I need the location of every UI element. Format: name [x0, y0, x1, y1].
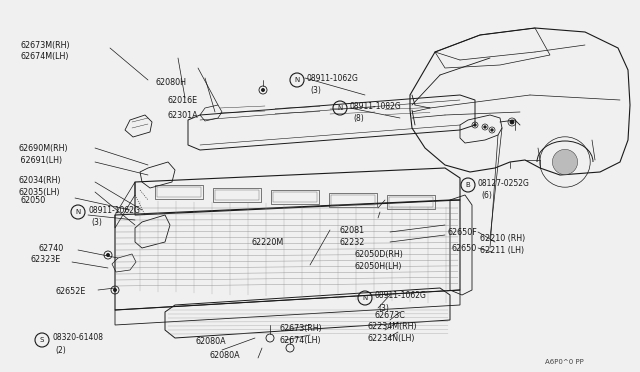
Text: 08911-1062G: 08911-1062G [88, 205, 140, 215]
Circle shape [484, 126, 486, 128]
Text: 62080H: 62080H [155, 77, 186, 87]
Text: 62652E: 62652E [55, 288, 85, 296]
Text: 62080A: 62080A [195, 337, 226, 346]
Text: 62234M(RH): 62234M(RH) [368, 323, 418, 331]
Text: 62690M(RH): 62690M(RH) [18, 144, 68, 153]
Text: (6): (6) [481, 190, 492, 199]
Text: 62016E: 62016E [168, 96, 198, 105]
Text: N: N [76, 209, 81, 215]
Bar [271, 190, 319, 204]
Bar [329, 192, 377, 206]
Bar [273, 192, 317, 202]
Bar [155, 185, 203, 199]
Text: N: N [294, 77, 300, 83]
Text: (8): (8) [353, 113, 364, 122]
Text: 08911-1082G: 08911-1082G [350, 102, 402, 110]
Text: S: S [40, 337, 44, 343]
Text: 62674(LH): 62674(LH) [280, 336, 322, 344]
Text: 62050: 62050 [20, 196, 45, 205]
Circle shape [552, 150, 577, 174]
Circle shape [510, 120, 514, 124]
Text: 62650: 62650 [452, 244, 477, 253]
Text: 62691(LH): 62691(LH) [18, 155, 62, 164]
Circle shape [474, 124, 476, 126]
Text: (3): (3) [310, 86, 321, 94]
Text: 62673M(RH): 62673M(RH) [20, 41, 70, 49]
Text: 62740: 62740 [38, 244, 63, 253]
Text: 08911-1062G: 08911-1062G [375, 292, 427, 301]
Text: (2): (2) [55, 346, 66, 355]
Text: N: N [337, 105, 342, 111]
Text: 62211 (LH): 62211 (LH) [480, 246, 524, 254]
Text: 08127-0252G: 08127-0252G [478, 179, 530, 187]
Text: 08911-1062G: 08911-1062G [307, 74, 359, 83]
Text: 62674M(LH): 62674M(LH) [20, 51, 68, 61]
Text: 62232: 62232 [340, 237, 365, 247]
Text: 62234N(LH): 62234N(LH) [368, 334, 415, 343]
Bar [213, 187, 261, 202]
Text: A6P0^0 PP: A6P0^0 PP [545, 359, 584, 365]
Text: 62301A: 62301A [168, 110, 198, 119]
Text: 08320-61408: 08320-61408 [52, 334, 103, 343]
Text: 62081: 62081 [340, 225, 365, 234]
Bar [387, 195, 435, 209]
Text: B: B [466, 182, 470, 188]
Circle shape [262, 89, 264, 92]
Text: 62220M: 62220M [252, 237, 284, 247]
Text: (3): (3) [91, 218, 102, 227]
Text: 62650F: 62650F [448, 228, 477, 237]
Bar [331, 195, 375, 205]
Text: 62050H(LH): 62050H(LH) [355, 263, 403, 272]
Text: 62210 (RH): 62210 (RH) [480, 234, 525, 243]
Text: 62673C: 62673C [375, 311, 406, 320]
Text: 62034(RH): 62034(RH) [18, 176, 61, 185]
Text: 62080A: 62080A [210, 352, 241, 360]
Text: 62673(RH): 62673(RH) [280, 324, 323, 333]
Circle shape [113, 289, 116, 292]
Text: (3): (3) [378, 304, 389, 312]
Text: 62050D(RH): 62050D(RH) [355, 250, 404, 260]
Bar [157, 187, 201, 197]
Text: 62035(LH): 62035(LH) [18, 187, 60, 196]
Circle shape [491, 129, 493, 131]
Bar [215, 189, 259, 199]
Bar [389, 197, 433, 207]
Text: 62323E: 62323E [30, 256, 60, 264]
Text: N: N [362, 295, 367, 301]
Circle shape [106, 253, 109, 257]
